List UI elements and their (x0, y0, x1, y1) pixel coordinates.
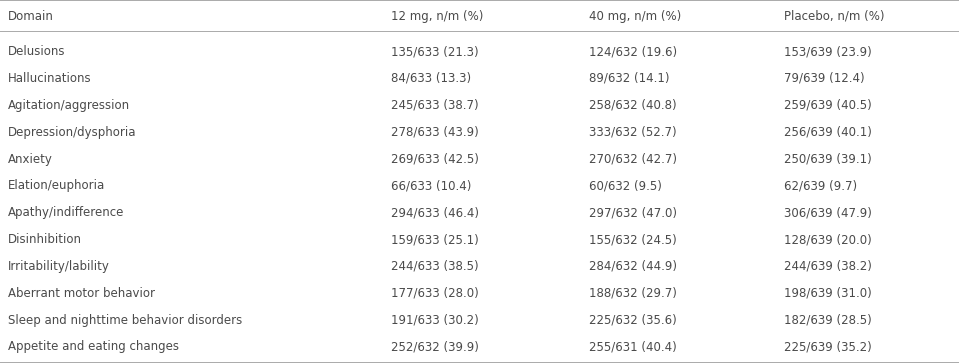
Text: 188/632 (29.7): 188/632 (29.7) (589, 287, 677, 300)
Text: 128/639 (20.0): 128/639 (20.0) (784, 233, 873, 246)
Text: Anxiety: Anxiety (8, 153, 53, 166)
Text: 250/639 (39.1): 250/639 (39.1) (784, 153, 873, 166)
Text: 60/632 (9.5): 60/632 (9.5) (589, 179, 662, 192)
Text: 244/639 (38.2): 244/639 (38.2) (784, 260, 873, 273)
Text: 297/632 (47.0): 297/632 (47.0) (589, 206, 677, 219)
Text: 159/633 (25.1): 159/633 (25.1) (391, 233, 480, 246)
Text: 191/633 (30.2): 191/633 (30.2) (391, 314, 480, 327)
Text: 89/632 (14.1): 89/632 (14.1) (589, 72, 669, 85)
Text: 284/632 (44.9): 284/632 (44.9) (589, 260, 677, 273)
Text: 12 mg, n/m (%): 12 mg, n/m (%) (391, 10, 483, 23)
Text: 84/633 (13.3): 84/633 (13.3) (391, 72, 472, 85)
Text: Apathy/indifference: Apathy/indifference (8, 206, 124, 219)
Text: 135/633 (21.3): 135/633 (21.3) (391, 45, 479, 58)
Text: 66/633 (10.4): 66/633 (10.4) (391, 179, 472, 192)
Text: 153/639 (23.9): 153/639 (23.9) (784, 45, 873, 58)
Text: 62/639 (9.7): 62/639 (9.7) (784, 179, 857, 192)
Text: 270/632 (42.7): 270/632 (42.7) (589, 153, 677, 166)
Text: Hallucinations: Hallucinations (8, 72, 91, 85)
Text: 306/639 (47.9): 306/639 (47.9) (784, 206, 873, 219)
Text: Placebo, n/m (%): Placebo, n/m (%) (784, 10, 885, 23)
Text: 259/639 (40.5): 259/639 (40.5) (784, 99, 873, 112)
Text: 255/631 (40.4): 255/631 (40.4) (589, 340, 677, 353)
Text: Domain: Domain (8, 10, 54, 23)
Text: Agitation/aggression: Agitation/aggression (8, 99, 129, 112)
Text: Sleep and nighttime behavior disorders: Sleep and nighttime behavior disorders (8, 314, 242, 327)
Text: Delusions: Delusions (8, 45, 65, 58)
Text: Depression/dysphoria: Depression/dysphoria (8, 126, 136, 139)
Text: 198/639 (31.0): 198/639 (31.0) (784, 287, 873, 300)
Text: 79/639 (12.4): 79/639 (12.4) (784, 72, 865, 85)
Text: 182/639 (28.5): 182/639 (28.5) (784, 314, 873, 327)
Text: Disinhibition: Disinhibition (8, 233, 82, 246)
Text: 124/632 (19.6): 124/632 (19.6) (589, 45, 677, 58)
Text: 244/633 (38.5): 244/633 (38.5) (391, 260, 479, 273)
Text: 225/632 (35.6): 225/632 (35.6) (589, 314, 677, 327)
Text: 269/633 (42.5): 269/633 (42.5) (391, 153, 480, 166)
Text: Appetite and eating changes: Appetite and eating changes (8, 340, 178, 353)
Text: 294/633 (46.4): 294/633 (46.4) (391, 206, 480, 219)
Text: 177/633 (28.0): 177/633 (28.0) (391, 287, 480, 300)
Text: Irritability/lability: Irritability/lability (8, 260, 109, 273)
Text: 256/639 (40.1): 256/639 (40.1) (784, 126, 873, 139)
Text: 155/632 (24.5): 155/632 (24.5) (589, 233, 677, 246)
Text: 278/633 (43.9): 278/633 (43.9) (391, 126, 480, 139)
Text: 40 mg, n/m (%): 40 mg, n/m (%) (589, 10, 681, 23)
Text: 225/639 (35.2): 225/639 (35.2) (784, 340, 873, 353)
Text: 245/633 (38.7): 245/633 (38.7) (391, 99, 479, 112)
Text: 258/632 (40.8): 258/632 (40.8) (589, 99, 676, 112)
Text: Aberrant motor behavior: Aberrant motor behavior (8, 287, 154, 300)
Text: 252/632 (39.9): 252/632 (39.9) (391, 340, 480, 353)
Text: Elation/euphoria: Elation/euphoria (8, 179, 105, 192)
Text: 333/632 (52.7): 333/632 (52.7) (589, 126, 676, 139)
